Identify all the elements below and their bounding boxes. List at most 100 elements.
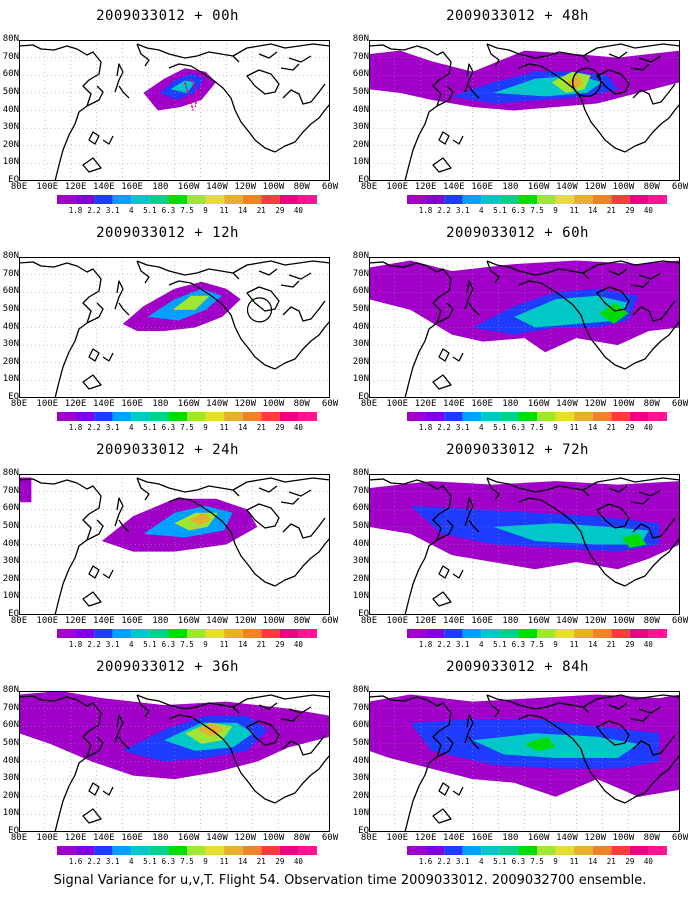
colorbar-label: 5.1: [143, 640, 157, 649]
colorbar-swatch: [298, 412, 317, 421]
colorbar-swatch: [279, 195, 299, 204]
colorbar-swatch: [629, 629, 649, 638]
colorbar-swatch: [149, 629, 169, 638]
latitude-label: 40N: [2, 104, 19, 115]
colorbar-swatch: [298, 629, 317, 638]
latitude-label: 10N: [352, 157, 369, 168]
colorbar-label: 29: [275, 423, 285, 432]
colorbar-label: 1.8: [68, 423, 83, 432]
colorbar-swatch: [629, 846, 649, 855]
latitude-label: 10N: [352, 591, 369, 602]
coastline: [274, 103, 330, 153]
latitude-label: 50N: [2, 303, 19, 314]
latitude-label: 70N: [2, 702, 19, 713]
colorbar-label: 1.8: [418, 640, 433, 649]
colorbar-label: 14: [238, 423, 248, 432]
longitude-label: 180: [152, 182, 169, 192]
colorbar-swatch: [187, 412, 206, 421]
latitude-label: 70N: [352, 702, 369, 713]
longitude-label: 120E: [414, 182, 437, 192]
longitude-label: 80W: [293, 616, 310, 626]
colorbar-label: 3.1: [105, 640, 120, 649]
coastline: [88, 565, 100, 579]
longitude-label: 100W: [262, 182, 285, 192]
colorbar-label: 6.3: [161, 857, 176, 866]
coastline: [136, 260, 150, 284]
longitude-label: 140E: [92, 399, 115, 409]
colorbar-swatch: [242, 195, 262, 204]
coastline: [632, 734, 676, 756]
colorbar-swatch: [94, 629, 113, 638]
coastline: [102, 786, 114, 796]
map-panel: 2009033012 + 48h 80N 70N 60N 50N 40N 30N 20N 10N…: [350, 8, 688, 223]
colorbar-swatch: [518, 195, 537, 204]
colorbar-label: 4: [129, 423, 134, 432]
coastline: [282, 83, 326, 105]
latitude-label: 40N: [2, 538, 19, 549]
colorbar-label: 5.1: [493, 640, 507, 649]
colorbar: [57, 629, 317, 638]
variance-map: [19, 691, 330, 832]
map-panel: 2009033012 + 84h 80N 70N 60N 50N 40N 30N 20N 10N…: [350, 659, 688, 874]
longitude-label: 80W: [293, 399, 310, 409]
longitude-label: 80E: [360, 833, 378, 843]
coastline: [452, 352, 464, 362]
coastline: [582, 43, 680, 57]
colorbar-label: 40: [643, 206, 653, 215]
latitude-label: EQ: [358, 175, 369, 185]
colorbar-label: 2.2: [87, 423, 101, 432]
longitude-label: 80E: [360, 182, 378, 192]
coastline: [118, 736, 130, 750]
latitude-label: 30N: [352, 339, 369, 350]
longitude-label: 140E: [92, 616, 115, 626]
coastline: [114, 714, 124, 744]
coastline: [608, 702, 662, 722]
colorbar-swatch: [518, 629, 537, 638]
longitude-label: 160E: [121, 399, 143, 409]
colorbar-swatch: [112, 629, 132, 638]
variance-map: [369, 691, 680, 832]
colorbar-swatch: [629, 412, 649, 421]
colorbar-swatch: [131, 412, 150, 421]
colorbar-label: 4: [129, 206, 134, 215]
latitude-label: 50N: [352, 86, 369, 97]
colorbar-label: 11: [569, 857, 579, 866]
coastline: [86, 519, 104, 541]
colorbar-swatch: [611, 846, 630, 855]
longitude-label: 120E: [64, 833, 87, 843]
longitude-label: 100W: [612, 182, 635, 192]
variance-map: [19, 474, 330, 615]
longitude-label: 140E: [442, 616, 465, 626]
longitude-label: 140W: [206, 616, 228, 626]
colorbar-swatch: [574, 846, 593, 855]
colorbar: [407, 412, 667, 421]
coastline: [136, 694, 240, 714]
colorbar-label: 14: [238, 640, 248, 649]
latitude-label: EQ: [8, 392, 19, 402]
colorbar-swatch: [648, 412, 667, 421]
colorbar-swatch: [481, 846, 500, 855]
colorbar-label: 2.2: [437, 423, 451, 432]
longitude-label: 140E: [442, 182, 465, 192]
colorbar-label: 11: [569, 640, 579, 649]
colorbar-swatch: [462, 846, 482, 855]
colorbar-swatch: [592, 846, 612, 855]
colorbar-label: 1.8: [418, 206, 433, 215]
longitude-label: 140W: [206, 182, 228, 192]
colorbar-label: 3.1: [455, 206, 470, 215]
longitude-label: 140W: [556, 399, 578, 409]
longitude-label: 140W: [556, 616, 578, 626]
coastline: [168, 63, 276, 153]
longitude-label: 160W: [527, 833, 550, 843]
colorbar-swatch: [75, 629, 95, 638]
latitude-label: 10N: [2, 374, 19, 385]
latitude-label: 30N: [2, 556, 19, 567]
colorbar-label: 6.3: [511, 423, 526, 432]
colorbar-swatch: [611, 629, 630, 638]
coastline: [582, 694, 680, 708]
coastline: [486, 260, 500, 284]
colorbar-swatch: [592, 195, 612, 204]
colorbar-label: 6.3: [161, 640, 176, 649]
colorbar: [407, 195, 667, 204]
colorbar-swatch: [224, 846, 243, 855]
